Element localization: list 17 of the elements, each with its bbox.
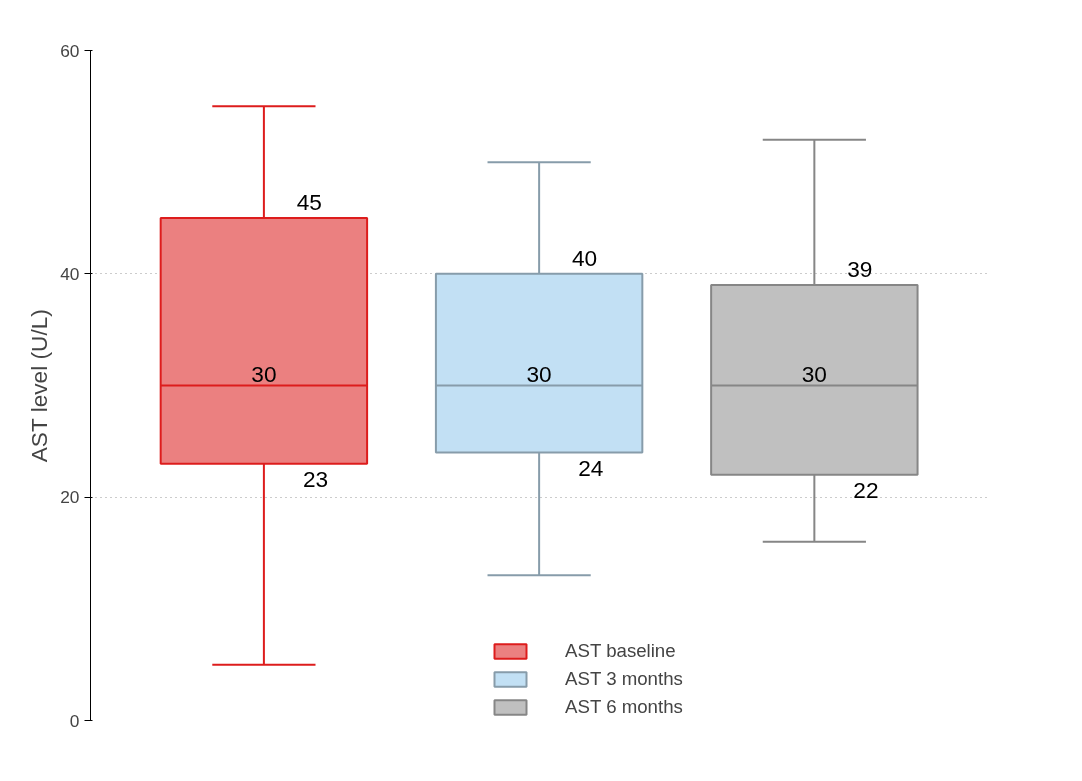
text: 30 bbox=[801, 360, 827, 387]
y-tick-label: 20 bbox=[60, 487, 80, 508]
text: 24 bbox=[578, 454, 604, 481]
y-axis-title: AST level (U/L) bbox=[26, 309, 53, 463]
y-tick-label: 0 bbox=[69, 710, 80, 731]
text: 30 bbox=[251, 360, 277, 387]
text: 39 bbox=[847, 256, 873, 282]
legend-label: AST baseline bbox=[565, 640, 676, 662]
text: 45 bbox=[296, 189, 322, 215]
legend-label: AST 6 months bbox=[565, 696, 683, 718]
text: 22 bbox=[853, 476, 879, 503]
text: 40 bbox=[571, 244, 598, 271]
text: 23 bbox=[302, 465, 329, 492]
text: 30 bbox=[526, 360, 552, 387]
y-tick-label: 40 bbox=[60, 263, 80, 284]
legend-label: AST 3 months bbox=[565, 668, 683, 690]
y-tick-label: 60 bbox=[60, 40, 80, 61]
